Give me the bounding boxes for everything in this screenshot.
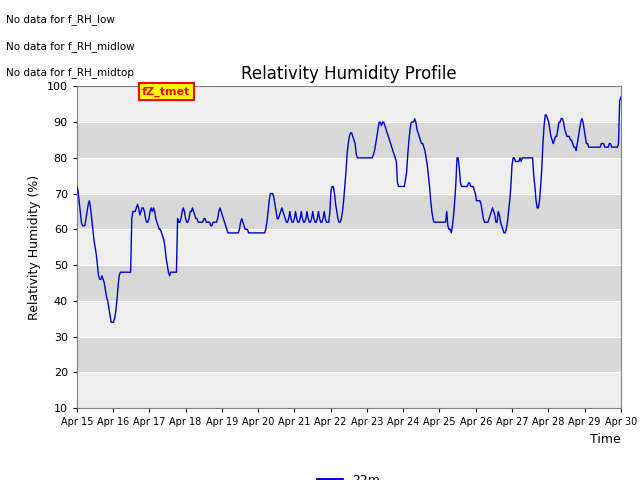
Legend: 22m: 22m — [312, 469, 385, 480]
Bar — [77, 86, 621, 122]
Bar — [77, 122, 621, 158]
Bar — [77, 301, 621, 336]
Text: fZ_tmet: fZ_tmet — [142, 86, 190, 96]
Text: No data for f_RH_low: No data for f_RH_low — [6, 14, 115, 25]
Bar — [77, 229, 621, 265]
Y-axis label: Relativity Humidity (%): Relativity Humidity (%) — [28, 175, 41, 320]
Text: No data for f_RH_midlow: No data for f_RH_midlow — [6, 41, 135, 52]
Text: No data for f_RH_midtop: No data for f_RH_midtop — [6, 67, 134, 78]
Bar — [77, 336, 621, 372]
Bar — [77, 193, 621, 229]
Bar — [77, 265, 621, 301]
X-axis label: Time: Time — [590, 432, 621, 445]
Bar — [77, 158, 621, 193]
Title: Relativity Humidity Profile: Relativity Humidity Profile — [241, 65, 456, 84]
Bar — [77, 372, 621, 408]
